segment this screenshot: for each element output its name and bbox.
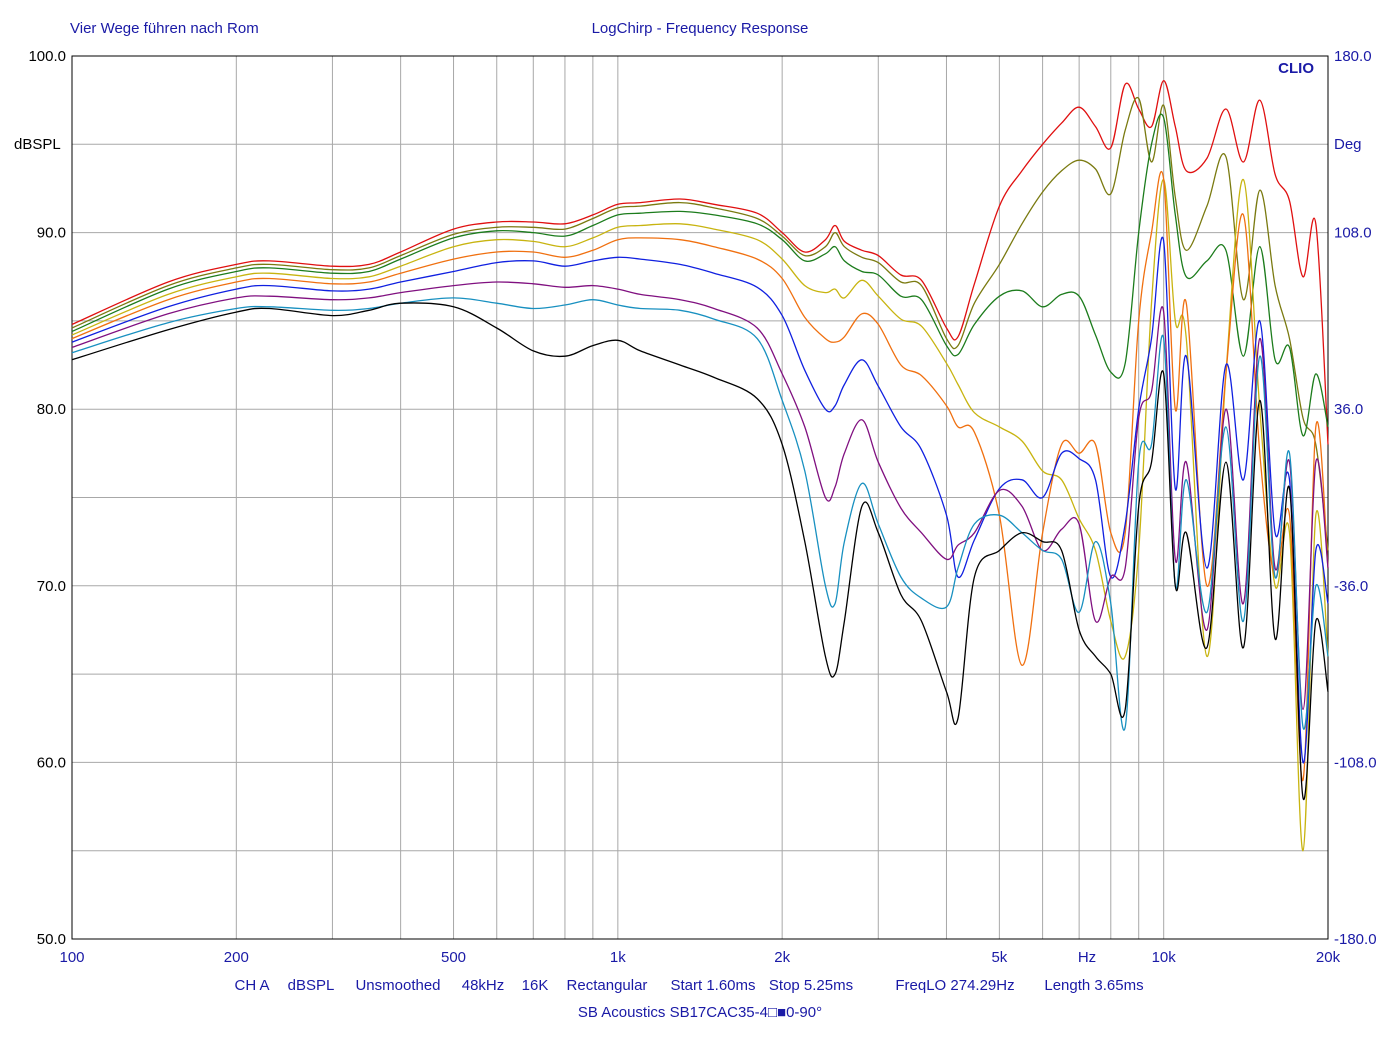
chart-title: LogChirp - Frequency Response xyxy=(592,20,809,37)
y2-tick-label: -108.0 xyxy=(1334,754,1377,771)
y-tick-label: 90.0 xyxy=(37,225,66,242)
footer-settings: CH A dBSPL Unsmoothed 48kHz 16K Rectangular St… xyxy=(234,977,1143,994)
x-tick-label: 2k xyxy=(774,949,790,966)
x-unit-label: Hz xyxy=(1078,949,1096,966)
series-line-3 xyxy=(71,113,1329,437)
x-tick-label: 5k xyxy=(991,949,1007,966)
plot-frame xyxy=(71,55,1329,940)
x-tick-label: 100 xyxy=(59,949,84,966)
footer-setting: FreqLO 274.29Hz xyxy=(895,977,1014,994)
y-tick-label: 80.0 xyxy=(37,401,66,418)
footer-setting: 16K xyxy=(522,977,549,994)
axis-labels: 100 200 500 1k 2k 5k 10k 20k 100.0 90.0 80.0 70.0 60… xyxy=(28,48,1376,966)
y-tick-label: 100.0 xyxy=(28,48,66,65)
y2-tick-label: 180.0 xyxy=(1334,48,1372,65)
header-left-text: Vier Wege führen nach Rom xyxy=(70,20,259,37)
footer-setting: Start 1.60ms xyxy=(670,977,755,994)
y-tick-label: 70.0 xyxy=(37,578,66,595)
x-tick-label: 500 xyxy=(441,949,466,966)
footer-setting: Length 3.65ms xyxy=(1044,977,1143,994)
y2-tick-label: -180.0 xyxy=(1334,931,1377,948)
series-line-2 xyxy=(71,96,1329,551)
footer-setting: 48kHz xyxy=(462,977,505,994)
series-line-1 xyxy=(71,80,1329,445)
y2-tick-label: 108.0 xyxy=(1334,225,1372,242)
series-line-7 xyxy=(71,281,1329,711)
series-line-8 xyxy=(71,297,1329,731)
brand-label: CLIO xyxy=(1278,60,1314,77)
y-axis-title: dBSPL xyxy=(14,136,61,153)
y2-axis-title: Deg xyxy=(1334,136,1362,153)
series-group xyxy=(71,80,1329,852)
device-label: SB Acoustics SB17CAC35-4□■0-90° xyxy=(578,1004,822,1021)
y-tick-label: 60.0 xyxy=(37,754,66,771)
y-tick-label: 50.0 xyxy=(37,931,66,948)
series-line-9 xyxy=(71,302,1329,801)
x-tick-label: 20k xyxy=(1316,949,1341,966)
footer-setting: dBSPL xyxy=(288,977,335,994)
x-tick-label: 200 xyxy=(224,949,249,966)
x-tick-label: 10k xyxy=(1152,949,1177,966)
series-line-5 xyxy=(71,170,1329,781)
series-line-6 xyxy=(71,237,1329,764)
y2-tick-label: -36.0 xyxy=(1334,578,1368,595)
footer-setting: Stop 5.25ms xyxy=(769,977,853,994)
footer-setting: CH A xyxy=(234,977,269,994)
series-line-4 xyxy=(71,178,1329,852)
footer-setting: Rectangular xyxy=(567,977,648,994)
footer-setting: Unsmoothed xyxy=(355,977,440,994)
y2-tick-label: 36.0 xyxy=(1334,401,1363,418)
x-tick-label: 1k xyxy=(610,949,626,966)
